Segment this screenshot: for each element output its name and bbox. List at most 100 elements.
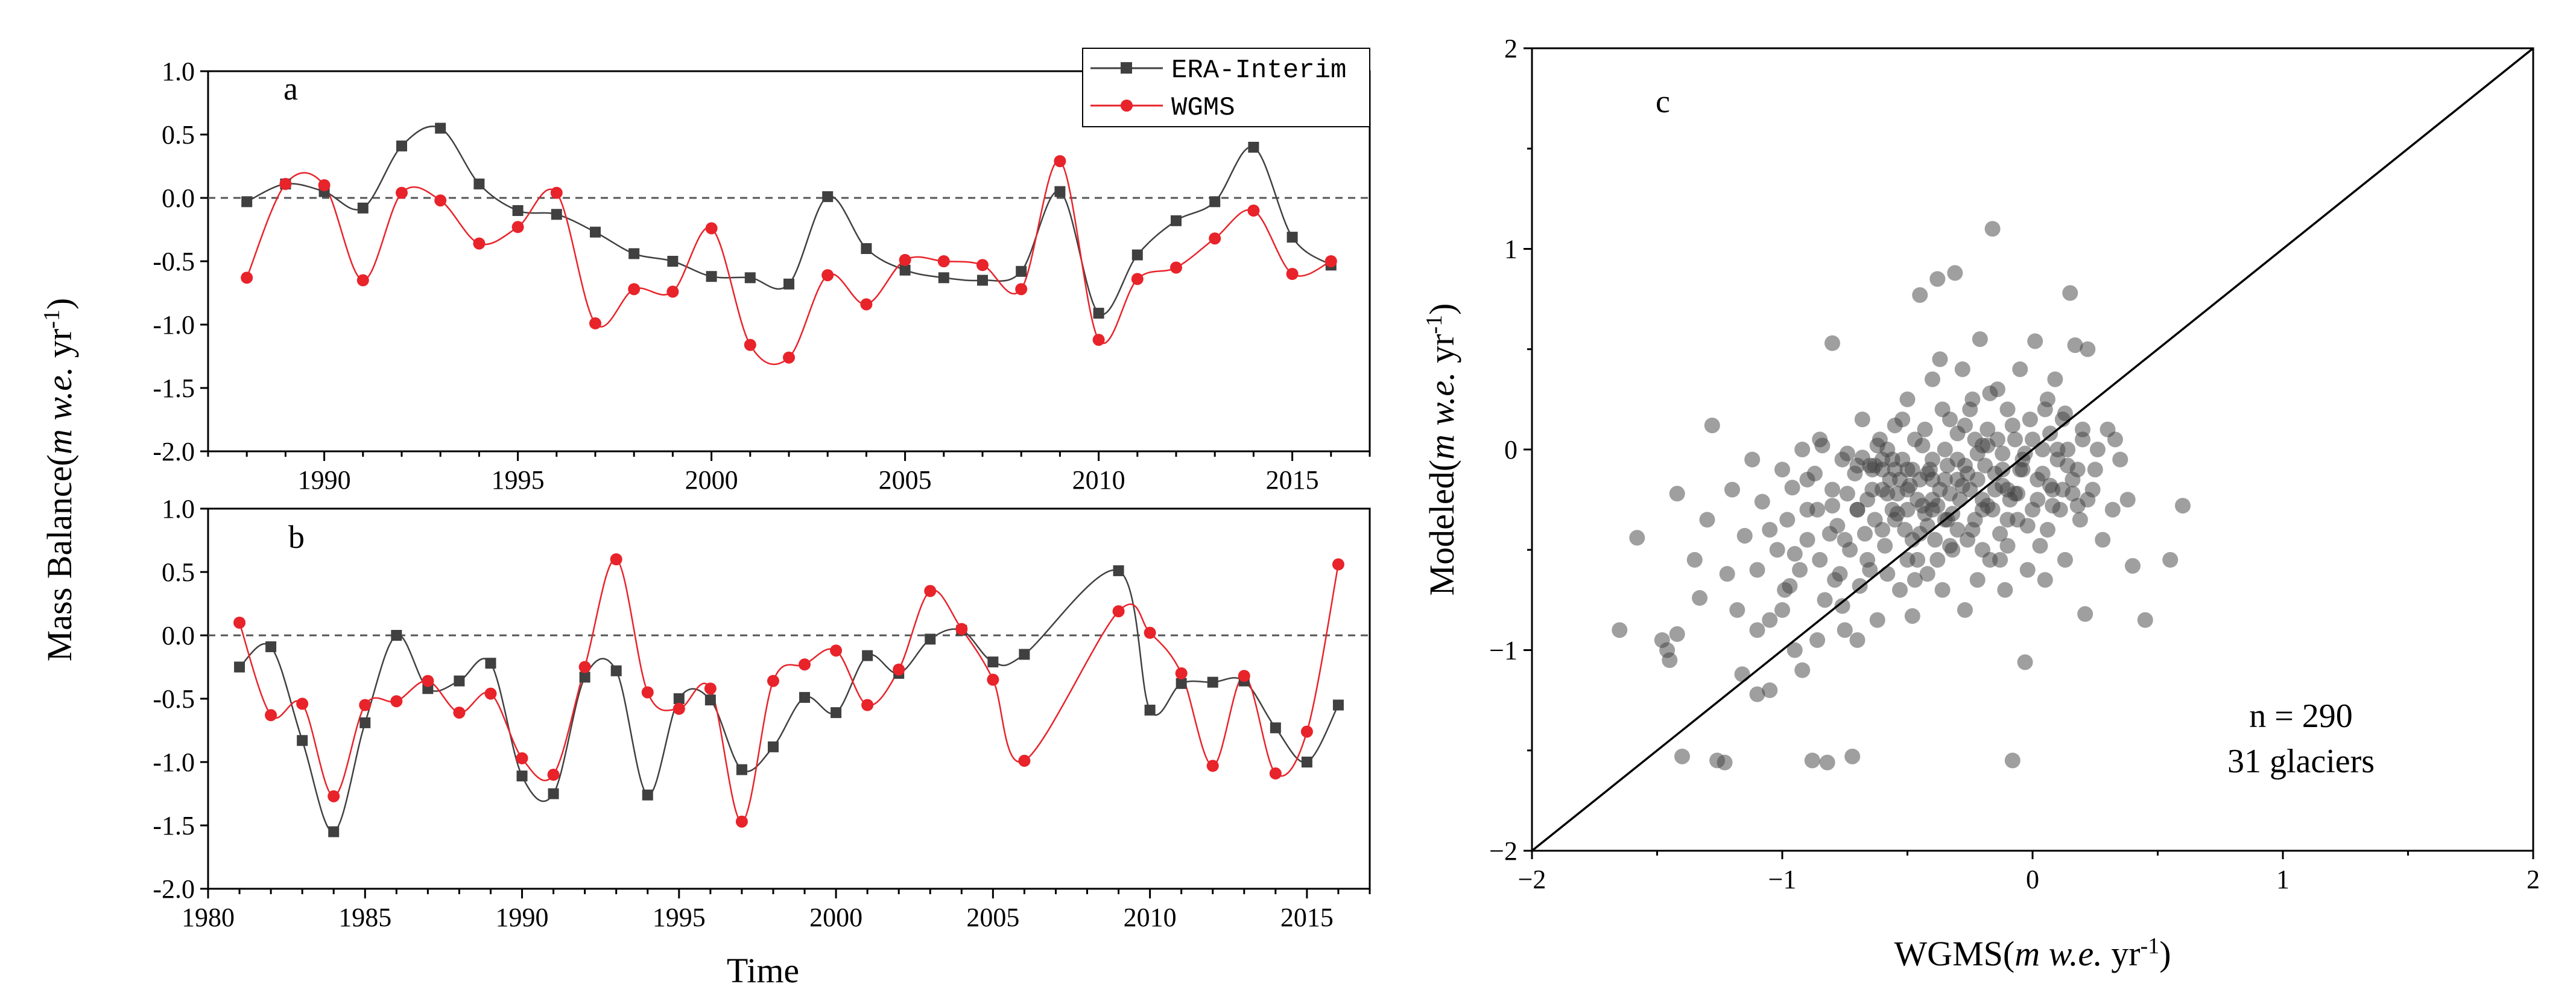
scatter-point bbox=[1957, 457, 1973, 474]
data-point-era-interim bbox=[1270, 722, 1281, 734]
scatter-point bbox=[1942, 538, 1958, 554]
panel-b-x-ticks: 1980 1985 1990 1995 2000 2005 2010 2015 bbox=[182, 889, 1371, 932]
data-point-wgms bbox=[628, 283, 641, 296]
data-point-wgms bbox=[705, 222, 718, 235]
c-xlabel-close: ) bbox=[2159, 934, 2171, 973]
data-point-era-interim bbox=[1209, 196, 1221, 208]
data-point-wgms bbox=[955, 623, 968, 635]
panel-a: a 1.0 0.5 0.0 -0.5 -1.0 -1.5 -2.0 1990 1995 2000… bbox=[153, 48, 1371, 495]
data-point-wgms bbox=[453, 707, 466, 719]
scatter-point bbox=[1612, 622, 1628, 638]
scatter-point bbox=[1992, 526, 2008, 542]
x-tick-label: 1995 bbox=[492, 465, 545, 495]
x-tick-label: 2015 bbox=[1266, 465, 1319, 495]
x-tick-label: 1990 bbox=[298, 465, 351, 495]
scatter-point bbox=[1899, 501, 1916, 518]
scatter-point bbox=[1754, 494, 1770, 510]
legend-era-marker bbox=[1121, 62, 1132, 74]
data-point-wgms bbox=[422, 675, 434, 687]
data-point-era-interim bbox=[862, 650, 873, 661]
c-ylabel-sup: -1 bbox=[1422, 315, 1447, 334]
scatter-point bbox=[1917, 421, 1933, 437]
scatter-point bbox=[2054, 481, 2071, 498]
scatter-point bbox=[2087, 462, 2103, 478]
data-point-era-interim bbox=[831, 707, 842, 719]
scatter-point bbox=[1969, 572, 1986, 588]
glacier-count-label: 31 glaciers bbox=[2227, 743, 2375, 780]
y-tick-label: -1.0 bbox=[153, 310, 195, 340]
scatter-point bbox=[2034, 465, 2051, 481]
y-tick-label: -2.0 bbox=[153, 874, 195, 904]
scatter-point bbox=[2080, 492, 2096, 508]
scatter-point bbox=[1834, 598, 1850, 614]
data-point-wgms bbox=[641, 686, 654, 699]
scatter-point bbox=[1937, 471, 1953, 488]
one-to-one-line bbox=[1531, 47, 2534, 852]
data-point-wgms bbox=[1206, 760, 1219, 772]
scatter-point bbox=[2057, 405, 2073, 422]
x-tick-label: 2000 bbox=[809, 903, 862, 932]
data-point-era-interim bbox=[987, 656, 999, 668]
y-tick-label: -1.5 bbox=[153, 811, 195, 840]
scatter-point bbox=[2012, 462, 2028, 478]
data-point-wgms bbox=[233, 617, 246, 629]
scatter-point bbox=[1960, 532, 1976, 548]
panel-b-label: b bbox=[288, 519, 305, 555]
scatter-point bbox=[1704, 418, 1720, 434]
data-point-era-interim bbox=[357, 202, 369, 214]
data-point-era-interim bbox=[328, 826, 340, 837]
data-point-era-interim bbox=[396, 140, 407, 151]
mb-ylabel-italic: m w.e. bbox=[40, 367, 79, 455]
scatter-point bbox=[1749, 622, 1765, 638]
scatter-point bbox=[1827, 572, 1843, 588]
y-tick-label: 1 bbox=[1504, 235, 1517, 264]
scatter-point bbox=[1662, 652, 1678, 669]
data-point-era-interim bbox=[977, 275, 988, 286]
scatter-point bbox=[1894, 411, 1911, 428]
scatter-point bbox=[1812, 431, 1828, 448]
data-point-wgms bbox=[1209, 232, 1221, 245]
data-point-wgms bbox=[924, 585, 937, 597]
y-tick-label: -0.5 bbox=[153, 247, 195, 276]
data-point-era-interim bbox=[610, 665, 622, 676]
scatter-point bbox=[1925, 451, 1940, 468]
scatter-point bbox=[1879, 566, 1896, 582]
data-point-era-interim bbox=[822, 191, 834, 202]
data-point-wgms bbox=[1054, 155, 1066, 168]
scatter-point bbox=[1674, 748, 1690, 764]
legend-box bbox=[1082, 48, 1370, 127]
y-tick-label: −1 bbox=[1489, 636, 1517, 666]
scatter-point bbox=[1736, 527, 1753, 544]
data-point-wgms bbox=[860, 298, 873, 311]
data-point-wgms bbox=[783, 351, 795, 364]
scatter-point bbox=[1942, 486, 1958, 502]
scatter-point bbox=[1786, 642, 1803, 658]
scatter-point bbox=[2037, 572, 2053, 588]
c-ylabel-close: ) bbox=[1422, 303, 1461, 315]
data-point-era-interim bbox=[516, 770, 528, 782]
x-tick-label: 1 bbox=[2276, 865, 2290, 894]
data-point-era-interim bbox=[435, 122, 446, 134]
scatter-point bbox=[1992, 551, 2008, 568]
data-point-era-interim bbox=[297, 735, 308, 746]
scatter-point bbox=[2004, 418, 2021, 434]
y-tick-label: 0 bbox=[1504, 435, 1517, 465]
scatter-point bbox=[2104, 501, 2121, 518]
scatter-point bbox=[2112, 451, 2128, 468]
data-point-wgms bbox=[799, 658, 811, 671]
y-tick-label: 2 bbox=[1504, 34, 1517, 63]
data-point-era-interim bbox=[899, 264, 911, 276]
panel-c-x-axis-label: WGMS(m w.e. yr-1) bbox=[1894, 933, 2171, 973]
x-tick-label: 1995 bbox=[653, 903, 706, 932]
data-point-era-interim bbox=[1019, 649, 1030, 660]
y-tick-label: −2 bbox=[1489, 836, 1517, 866]
scatter-point bbox=[1806, 465, 1823, 481]
x-tick-label: 2010 bbox=[1072, 465, 1125, 495]
data-point-wgms bbox=[744, 338, 756, 351]
scatter-point bbox=[1762, 612, 1778, 628]
scatter-point bbox=[1939, 457, 1955, 474]
data-point-era-interim bbox=[579, 672, 590, 683]
data-point-era-interim bbox=[1248, 142, 1259, 153]
scatter-point bbox=[1929, 551, 1946, 568]
